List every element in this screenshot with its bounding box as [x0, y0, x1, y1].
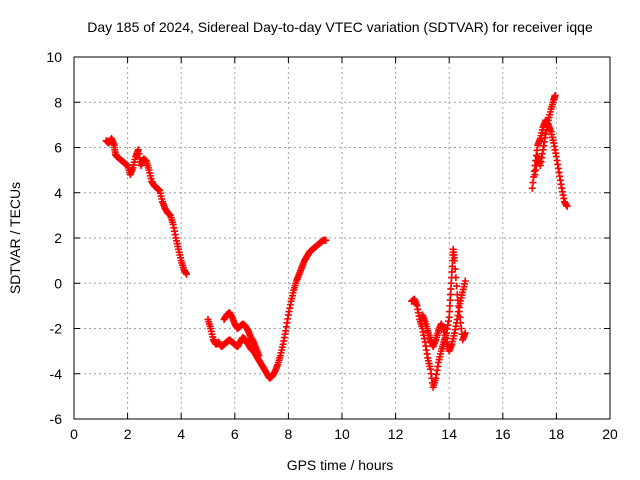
- series-segment-2: [204, 236, 330, 382]
- series-segment-2-branch: [220, 309, 263, 360]
- y-tick-label: -6: [50, 411, 63, 427]
- y-tick-label: 6: [54, 140, 62, 156]
- tick-labels: 0 2 4 6 8 10 12 14 16 18 20 -6 -4 -2 0 2 4 6 8 10: [46, 49, 618, 442]
- y-tick-label: -4: [50, 366, 63, 382]
- x-tick-label: 14: [441, 426, 457, 442]
- x-tick-label: 20: [602, 426, 618, 442]
- x-tick-label: 8: [285, 426, 293, 442]
- data-point: [563, 202, 571, 210]
- y-tick-label: 8: [54, 94, 62, 110]
- y-axis-label: SDTVAR / TECUs: [7, 182, 23, 294]
- x-tick-label: 6: [231, 426, 239, 442]
- grid-lines: [74, 57, 610, 419]
- series-segment-3: [408, 245, 469, 391]
- x-tick-label: 2: [124, 426, 132, 442]
- plot-frame: [73, 56, 611, 420]
- data-point: [551, 91, 559, 99]
- x-tick-label: 4: [177, 426, 185, 442]
- data-point: [183, 270, 191, 278]
- data-point: [451, 257, 459, 265]
- series-segment-3-branch: [418, 277, 469, 355]
- y-tick-label: 2: [54, 230, 62, 246]
- data-point-fill: [453, 282, 461, 290]
- data-point: [322, 236, 330, 244]
- data-point: [461, 277, 469, 285]
- x-tick-label: 0: [70, 426, 78, 442]
- x-axis-label: GPS time / hours: [287, 457, 394, 473]
- x-tick-label: 18: [549, 426, 565, 442]
- x-tick-label: 10: [334, 426, 350, 442]
- x-tick-label: 16: [495, 426, 511, 442]
- series-segment-1: [102, 134, 191, 278]
- y-tick-label: -2: [50, 321, 63, 337]
- data-point-fill: [452, 274, 460, 282]
- data-point: [461, 329, 469, 337]
- y-tick-label: 4: [54, 185, 62, 201]
- data-point-fill: [451, 265, 459, 273]
- x-tick-label: 12: [388, 426, 404, 442]
- chart-title: Day 185 of 2024, Sidereal Day-to-day VTE…: [87, 19, 593, 35]
- y-tick-label: 10: [46, 49, 62, 65]
- data-points: [102, 91, 571, 391]
- y-tick-label: 0: [54, 275, 62, 291]
- data-point: [255, 352, 263, 360]
- series-segment-4-branch: [531, 91, 559, 179]
